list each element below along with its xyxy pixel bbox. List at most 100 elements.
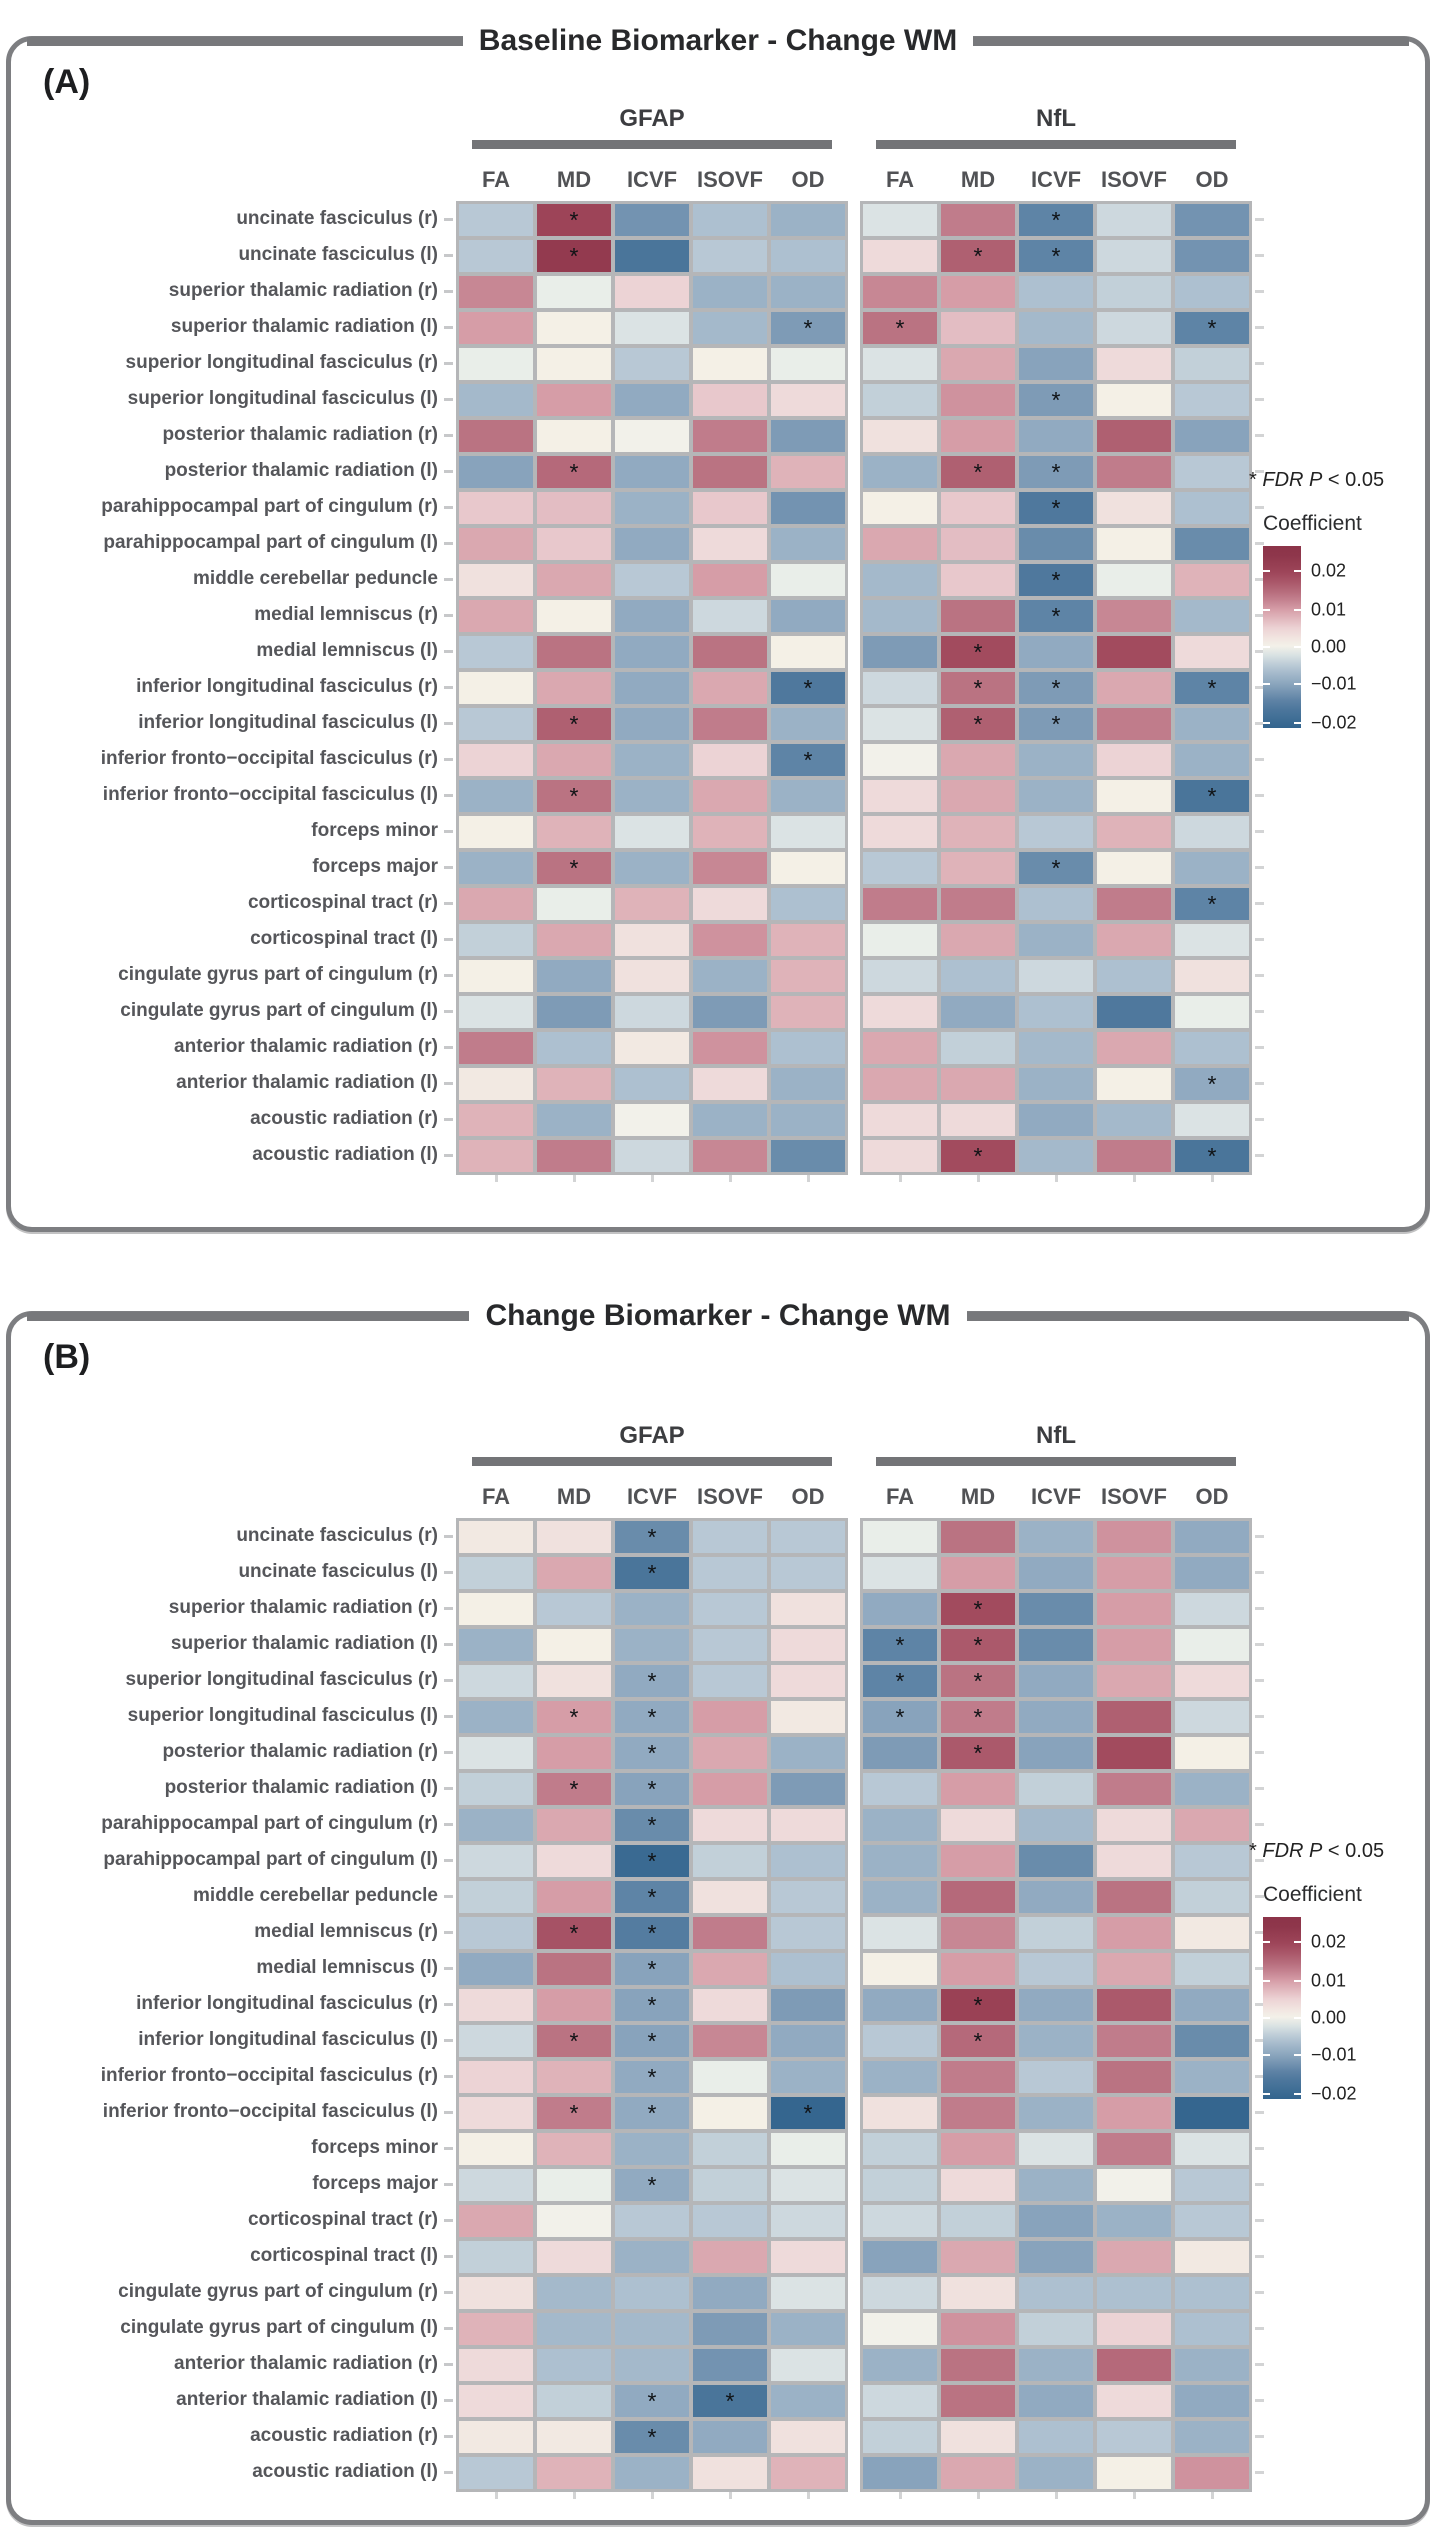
heatmap-cell: [863, 2241, 937, 2273]
heatmap-cell: [771, 528, 845, 560]
heatmap-cell: [941, 2205, 1015, 2237]
heatmap-cell: [771, 1032, 845, 1064]
heatmap-cell: *: [615, 2169, 689, 2201]
heatmap-cell: *: [771, 744, 845, 776]
heatmap-cell: [863, 1104, 937, 1136]
column-header: FA: [481, 1484, 511, 1509]
heatmap-cell: [1019, 276, 1093, 308]
heatmap-cell: [537, 1881, 611, 1913]
heatmap-cell: [537, 2457, 611, 2489]
heatmap-cell: [863, 1809, 937, 1841]
heatmap-cell: [459, 1809, 533, 1841]
heatmap-cell: [459, 636, 533, 668]
heatmap-cell: [1097, 1629, 1171, 1661]
heatmap-cell: [863, 1953, 937, 1985]
heatmap-cell: [771, 960, 845, 992]
heatmap-cell: [459, 1104, 533, 1136]
heatmap-cell: [693, 2241, 767, 2273]
heatmap-cell: [771, 2061, 845, 2093]
heatmap-cell: *: [1019, 204, 1093, 236]
heatmap-cell: [693, 708, 767, 740]
heatmap-cell: [459, 1845, 533, 1877]
row-label-column: uncinate fasciculus (r) uncinate fascicul…: [22, 1422, 456, 2488]
heatmap-cell: [771, 1701, 845, 1733]
significance-star: *: [647, 2100, 657, 2126]
heatmap-cell: [1175, 2457, 1249, 2489]
significance-star: *: [973, 639, 983, 665]
heatmap-cell: [693, 1629, 767, 1661]
heatmap-cell: [1019, 636, 1093, 668]
colorbar-tick: 0.01: [1311, 599, 1347, 620]
heatmap-cell: [459, 708, 533, 740]
heatmap-cell: [863, 780, 937, 812]
heatmap-cell: [615, 2241, 689, 2273]
column-header: FA: [885, 167, 915, 192]
heatmap-cell: [1019, 1917, 1093, 1949]
colorbar-tick: 0.02: [1311, 560, 1347, 581]
heatmap-cell: [941, 348, 1015, 380]
heatmap-cell: [693, 564, 767, 596]
heatmap-cell: [1019, 312, 1093, 344]
heatmap-cell: [459, 456, 533, 488]
heatmap-cell: [1097, 564, 1171, 596]
heatmap-cell: [863, 672, 937, 704]
heatmap-cell: [771, 240, 845, 272]
heatmap-cell: [693, 1953, 767, 1985]
row-label: acoustic radiation (r): [22, 1103, 456, 1135]
heatmap-cell: [1019, 996, 1093, 1028]
heatmap-cell: [1019, 1629, 1093, 1661]
heatmap-cell: [1019, 1737, 1093, 1769]
heatmap-cell: [863, 384, 937, 416]
heatmap-cell: [941, 2385, 1015, 2417]
significance-note: * FDR P < 0.05: [1249, 1840, 1421, 1863]
heatmap-cell: [1175, 996, 1249, 1028]
heatmap-cell: [459, 2385, 533, 2417]
heatmap-cell: [537, 2205, 611, 2237]
row-label: superior thalamic radiation (l): [22, 311, 456, 343]
heatmap-cell: [1097, 672, 1171, 704]
heatmap-cell: [863, 2349, 937, 2381]
row-label: parahippocampal part of cingulum (l): [22, 527, 456, 559]
heatmap-cell: [1097, 2169, 1171, 2201]
heatmap-cell: [863, 1845, 937, 1877]
heatmap-cell: [771, 204, 845, 236]
heatmap-cell: [1097, 1032, 1171, 1064]
row-label: superior longitudinal fasciculus (l): [22, 383, 456, 415]
heatmap-cell: [1175, 528, 1249, 560]
heatmap-cell: [771, 1629, 845, 1661]
heatmap-cell: *: [941, 456, 1015, 488]
heatmap-cell: [771, 276, 845, 308]
significance-star: *: [647, 1560, 657, 1586]
heatmap-cell: [537, 636, 611, 668]
heatmap-cell: [693, 1737, 767, 1769]
heatmap-cell: [863, 528, 937, 560]
heatmap-cell: [1019, 528, 1093, 560]
row-label: forceps major: [22, 2168, 456, 2200]
heatmap-cell: [693, 744, 767, 776]
heatmap-cell: [771, 1845, 845, 1877]
heatmap-cell: [693, 2025, 767, 2057]
heatmap-cell: [1097, 1917, 1171, 1949]
heatmap-cell: [771, 1557, 845, 1589]
row-label: cingulate gyrus part of cingulum (l): [22, 2312, 456, 2344]
colorbar-tick: −0.02: [1311, 712, 1357, 733]
heatmap-cell: [941, 1032, 1015, 1064]
heatmap-cell: [941, 2277, 1015, 2309]
heatmap-cell: [863, 816, 937, 848]
heatmap-cell: [537, 384, 611, 416]
heatmap-cell: [863, 1521, 937, 1553]
heatmap-cell: [615, 276, 689, 308]
heatmap-cell: [693, 276, 767, 308]
column-header: ICVF: [626, 167, 678, 192]
heatmap-cell: [1019, 2061, 1093, 2093]
coefficient-colorbar: [1263, 1917, 1301, 2099]
heatmap-cell: *: [1019, 600, 1093, 632]
heatmap-cell: [1097, 2241, 1171, 2273]
heatmap-cell: [941, 2061, 1015, 2093]
row-label: inferior longitudinal fasciculus (r): [22, 671, 456, 703]
group-header-gfap: GFAP: [619, 1422, 685, 1449]
row-label: corticospinal tract (r): [22, 2204, 456, 2236]
heatmap-cell: [863, 456, 937, 488]
significance-star: *: [973, 1740, 983, 1766]
heatmap-cell: [1097, 276, 1171, 308]
